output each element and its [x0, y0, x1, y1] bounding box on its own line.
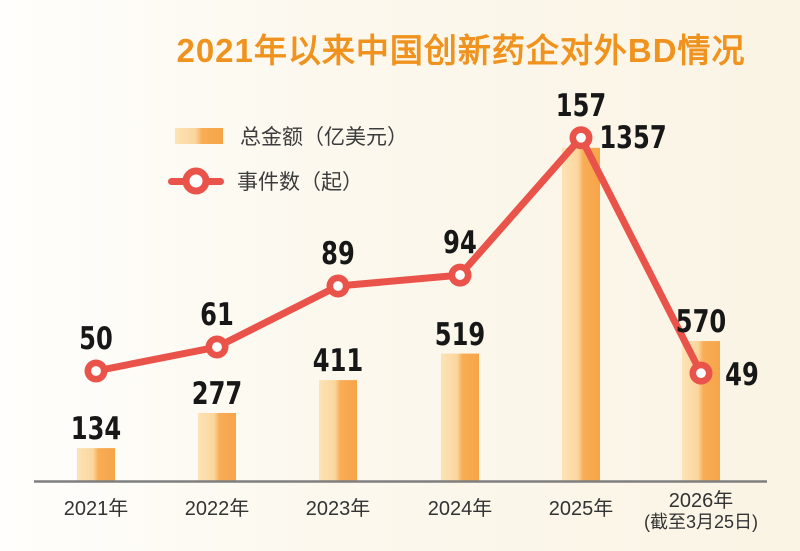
legend-label-events: 事件数（起） [237, 171, 363, 194]
line-swatch-icon [168, 167, 224, 195]
amount-value-label-2023: 411 [312, 343, 364, 380]
events-marker-center-2021 [91, 366, 101, 376]
x-tick-label-2026: 2026年 (截至3月25日) [643, 490, 759, 533]
events-value-label-2026: 49 [725, 357, 759, 393]
amount-value-label-2021: 134 [70, 411, 122, 448]
x-tick-label-2023: 2023年 [305, 498, 371, 520]
amount-bar-2025 [562, 147, 600, 481]
legend-item-amount: 总金额（亿美元） [175, 125, 408, 149]
amount-value-label-2026: 570 [675, 304, 727, 341]
amount-bar-2021 [77, 448, 115, 481]
legend-item-events: 事件数（起） [168, 166, 363, 196]
events-value-label-2023: 89 [321, 235, 355, 272]
legend-marker-dot-icon [182, 167, 210, 195]
x-tick-label-2022: 2022年 [184, 498, 250, 520]
events-marker-center-2023 [333, 281, 343, 291]
amount-value-label-2024: 519 [434, 316, 486, 353]
amount-value-label-2025: 1357 [599, 120, 667, 156]
amount-bar-2022 [198, 412, 236, 481]
events-value-label-2025: 157 [555, 87, 607, 124]
events-marker-center-2022 [212, 342, 222, 352]
events-marker-center-2025 [576, 132, 586, 143]
events-value-label-2021: 50 [79, 321, 113, 357]
amount-bar-2023 [319, 380, 357, 481]
x-tick-label-2021: 2021年 [63, 498, 129, 520]
events-value-label-2022: 61 [200, 297, 234, 334]
amount-value-label-2022: 277 [191, 375, 243, 412]
x-tick-label-2025: 2025年 [548, 498, 614, 520]
events-marker-center-2026 [696, 368, 706, 379]
legend-label-amount: 总金额（亿美元） [240, 126, 408, 149]
bar-swatch-icon [175, 128, 223, 144]
events-value-label-2024: 94 [443, 225, 477, 262]
events-line [92, 134, 705, 377]
events-marker-center-2024 [455, 270, 465, 280]
amount-bar-2024 [441, 353, 479, 481]
chart-title: 2021年以来中国创新药企对外BD情况 [176, 32, 746, 69]
x-tick-label-2024: 2024年 [427, 498, 493, 520]
